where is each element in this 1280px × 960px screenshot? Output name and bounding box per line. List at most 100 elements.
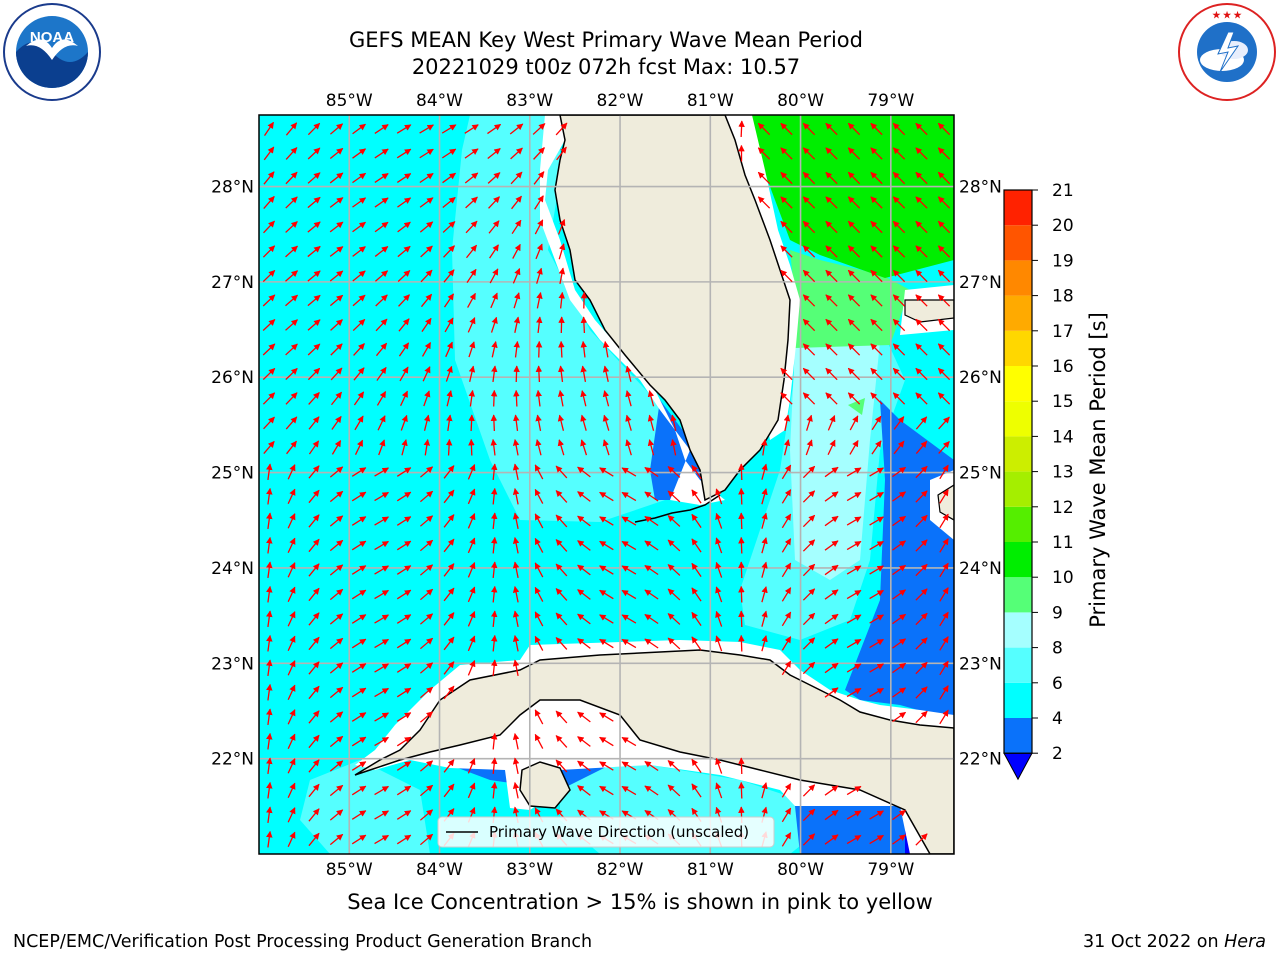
wave-direction-arrow: [937, 343, 951, 356]
wave-direction-arrow: [352, 270, 366, 282]
wave-direction-arrow: [466, 268, 477, 283]
wave-direction-arrow: [396, 173, 412, 183]
wave-direction-arrow: [419, 564, 434, 576]
wave-direction-arrow: [577, 540, 591, 551]
wave-direction-arrow: [644, 515, 659, 527]
wave-direction-arrow: [374, 491, 389, 502]
wave-direction-arrow: [329, 172, 344, 184]
wave-direction-arrow: [915, 514, 928, 528]
wave-direction-arrow: [285, 294, 299, 307]
wave-direction-arrow: [401, 439, 408, 456]
wave-direction-arrow: [443, 489, 455, 504]
colorbar-segment: [1004, 682, 1032, 718]
lat-tick-label: 22°N: [959, 750, 1002, 770]
wave-direction-arrow: [329, 270, 344, 282]
wave-direction-arrow: [602, 439, 610, 456]
wave-direction-arrow: [443, 269, 455, 283]
wave-direction-arrow: [667, 466, 681, 478]
wave-direction-arrow: [396, 785, 412, 796]
wave-direction-arrow: [419, 662, 434, 674]
wave-direction-arrow: [307, 221, 321, 233]
wave-direction-arrow: [329, 760, 344, 772]
wave-direction-arrow: [490, 659, 498, 677]
colorbar-tick-label: 2: [1052, 744, 1063, 764]
wave-direction-arrow: [511, 195, 522, 210]
wave-direction-arrow: [621, 491, 637, 502]
wave-direction-arrow: [509, 123, 524, 135]
wave-direction-arrow: [512, 537, 520, 554]
wave-direction-arrow: [266, 463, 273, 481]
wave-direction-arrow: [419, 784, 434, 797]
wave-direction-arrow: [827, 415, 836, 431]
chart-subtitle: 20221029 t00z 072h fcst Max: 10.57: [411, 55, 801, 79]
wave-direction-arrow: [556, 146, 567, 161]
wave-direction-arrow: [287, 513, 296, 529]
lat-tick-label: 28°N: [211, 178, 254, 198]
wave-direction-arrow: [780, 220, 793, 234]
wave-direction-arrow: [802, 661, 816, 675]
wave-direction-arrow: [847, 269, 861, 283]
wave-direction-arrow: [691, 758, 702, 773]
wave-direction-arrow: [781, 660, 792, 676]
wave-direction-arrow: [442, 196, 456, 209]
wave-direction-arrow: [534, 586, 544, 602]
wave-direction-arrow: [846, 540, 862, 551]
wave-direction-arrow: [374, 565, 389, 575]
wave-direction-arrow: [490, 561, 498, 579]
wave-direction-arrow: [915, 563, 928, 577]
map-panel: Primary Wave Direction (unscaled): [259, 115, 954, 854]
wave-direction-arrow: [374, 785, 389, 796]
wave-direction-arrow: [893, 416, 905, 430]
wave-direction-arrow: [351, 687, 367, 698]
wave-direction-arrow: [869, 663, 884, 673]
wave-direction-arrow: [419, 172, 434, 184]
wave-direction-arrow: [374, 810, 389, 820]
wave-direction-arrow: [691, 587, 702, 602]
wave-direction-arrow: [285, 270, 298, 282]
wave-direction-arrow: [824, 834, 839, 845]
wave-direction-arrow: [490, 585, 498, 603]
wave-direction-arrow: [467, 488, 476, 505]
lat-tick-label: 24°N: [211, 559, 254, 579]
wave-direction-arrow: [915, 833, 928, 846]
wave-direction-arrow: [490, 610, 498, 628]
wave-direction-arrow: [847, 196, 861, 209]
wave-direction-arrow: [266, 683, 273, 701]
footer-date-text: 31 Oct 2022 on: [1083, 932, 1225, 952]
wave-direction-arrow: [892, 245, 906, 258]
wave-direction-arrow: [939, 611, 949, 627]
wave-direction-arrow: [780, 392, 793, 405]
wave-direction-arrow: [761, 438, 768, 456]
wave-direction-arrow: [939, 513, 949, 529]
wave-direction-arrow: [599, 516, 614, 526]
lat-tick-label: 22°N: [211, 750, 254, 770]
wave-direction-arrow: [802, 318, 816, 332]
wave-direction-arrow: [465, 244, 478, 259]
wave-direction-arrow: [353, 343, 365, 356]
wave-direction-arrow: [532, 123, 546, 135]
wave-direction-arrow: [915, 343, 928, 356]
wave-direction-arrow: [512, 659, 520, 676]
wave-direction-arrow: [308, 808, 320, 822]
wave-direction-arrow: [892, 515, 907, 527]
lat-tick-label: 25°N: [959, 464, 1002, 484]
wave-direction-arrow: [915, 637, 928, 650]
wave-direction-arrow: [644, 613, 659, 625]
wave-period-field-9-10-spot: [848, 398, 865, 415]
wave-direction-arrow: [352, 221, 366, 233]
wave-direction-arrow: [287, 758, 296, 774]
wave-direction-arrow: [892, 540, 907, 551]
wave-direction-arrow: [423, 390, 431, 407]
wave-direction-arrow: [670, 414, 677, 431]
wave-direction-arrow: [558, 365, 565, 383]
wave-direction-arrow: [441, 124, 457, 134]
wave-direction-arrow: [374, 663, 389, 673]
wave-direction-arrow: [375, 270, 389, 282]
wave-direction-arrow: [802, 294, 816, 307]
wave-direction-arrow: [667, 588, 681, 601]
wave-direction-arrow: [487, 123, 502, 135]
wave-direction-arrow: [892, 466, 907, 478]
wave-direction-arrow: [266, 610, 273, 628]
wave-direction-arrow: [802, 490, 816, 503]
wave-direction-arrow: [780, 171, 793, 185]
